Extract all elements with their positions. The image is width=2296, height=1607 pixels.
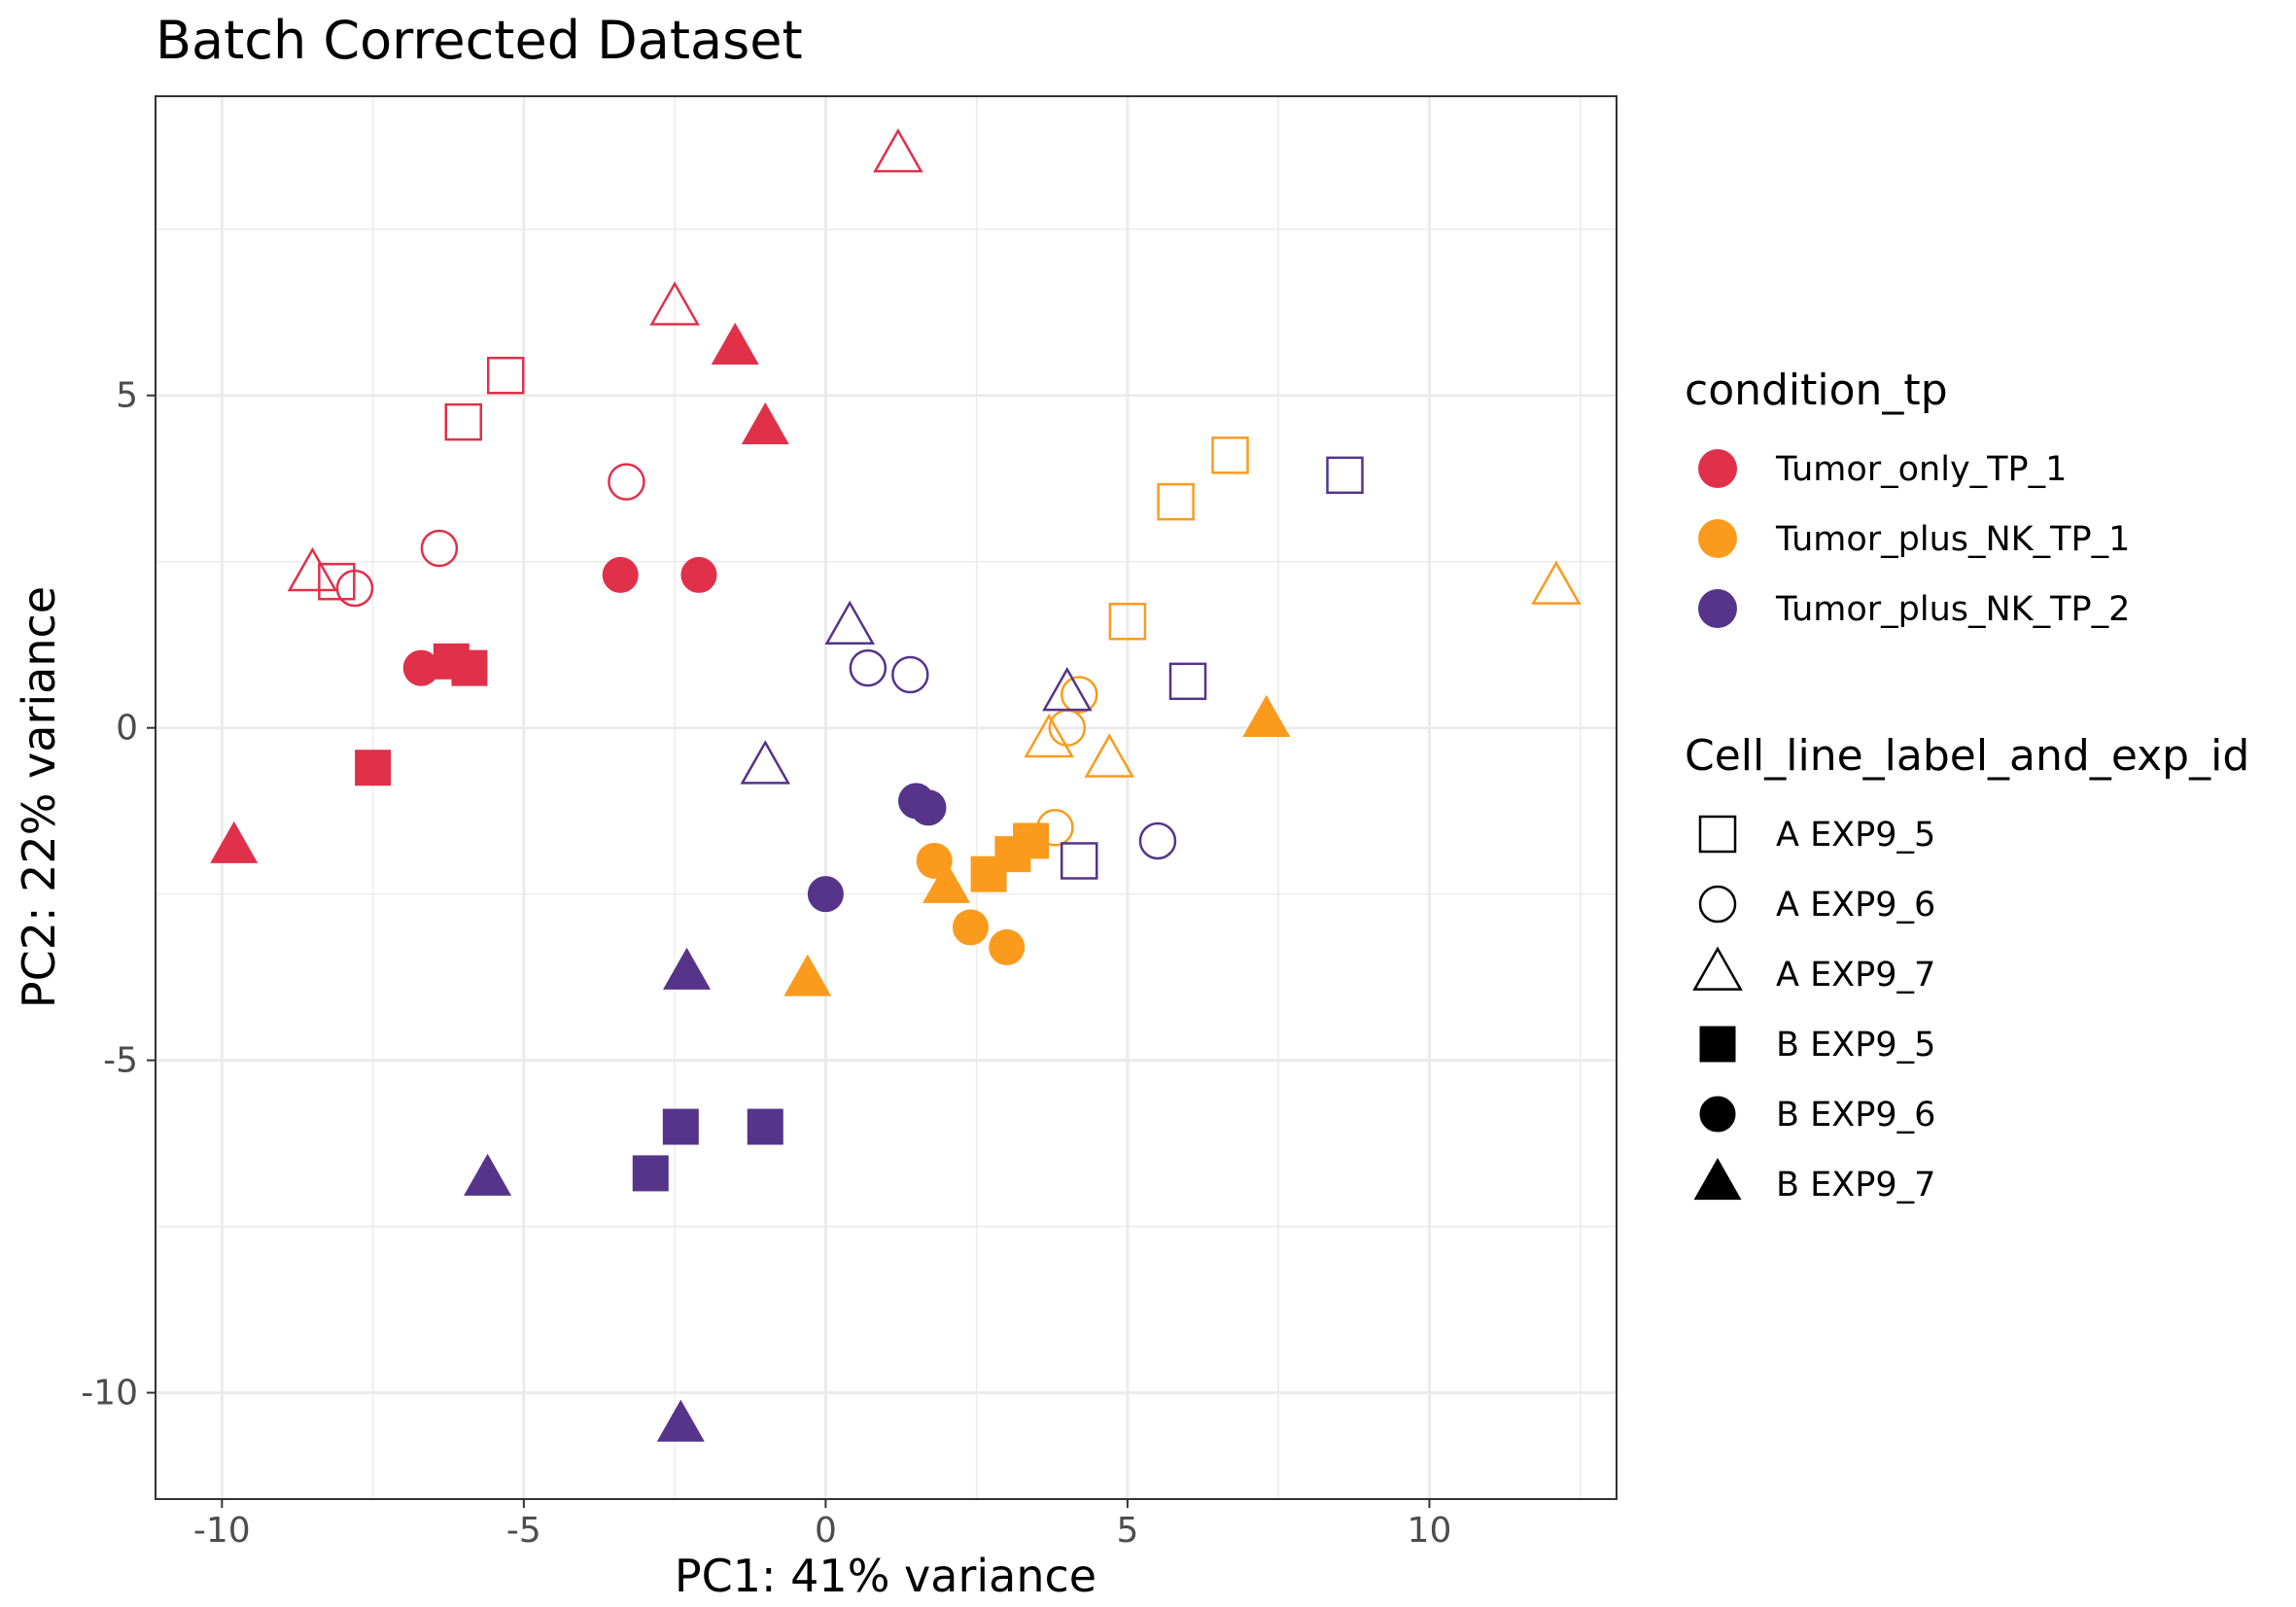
data-point-square (444, 402, 482, 441)
legend-color-swatch (1698, 519, 1737, 558)
x-axis: -10 -5 0 5 10 (193, 1499, 1451, 1551)
data-point-circle (910, 789, 947, 826)
x-tick-label: 0 (815, 1511, 837, 1551)
chart-title: Batch Corrected Dataset (156, 10, 803, 71)
legend-shape-swatch (1699, 1026, 1736, 1063)
data-point-triangle (1024, 713, 1074, 758)
y-tick-label: -10 (81, 1374, 138, 1414)
y-axis: -10 -5 0 5 (81, 376, 156, 1414)
legend-shape-swatch (1699, 1096, 1736, 1133)
legend-shape-label: A EXP9_7 (1776, 956, 1935, 995)
data-point-square (451, 649, 488, 686)
x-tick-label: -10 (193, 1511, 251, 1551)
legend-shape-swatch (1698, 885, 1737, 924)
legend-shape-swatch (1693, 1157, 1742, 1201)
plot-background (156, 96, 1617, 1499)
legend-color-label: Tumor_plus_NK_TP_1 (1775, 520, 2130, 559)
data-point-square (632, 1155, 669, 1192)
y-tick-label: 5 (116, 376, 138, 416)
color-legend: condition_tp Tumor_only_TP_1 Tumor_plus_N… (1685, 366, 2130, 629)
legend-color-label: Tumor_only_TP_1 (1775, 450, 2067, 489)
data-point-circle (952, 909, 989, 946)
data-points (210, 128, 1582, 1442)
data-point-square (747, 1108, 783, 1145)
data-point-square (1326, 456, 1364, 495)
data-point-circle (1060, 676, 1098, 714)
data-point-triangle (873, 128, 923, 173)
data-point-square (1060, 842, 1098, 880)
data-point-circle (335, 569, 374, 608)
legend-shape-label: B EXP9_6 (1776, 1096, 1935, 1135)
x-tick-label: 5 (1116, 1511, 1138, 1551)
data-point-square (662, 1108, 699, 1145)
legend-shape-swatch (1698, 815, 1737, 854)
data-point-square (1108, 603, 1147, 641)
data-point-square (1157, 482, 1195, 521)
data-point-circle (420, 529, 459, 568)
data-point-circle (602, 556, 639, 593)
data-point-circle (916, 842, 953, 879)
shape-legend-title: Cell_line_label_and_exp_id (1685, 731, 2249, 781)
y-tick-label: -5 (103, 1041, 138, 1081)
color-legend-title: condition_tp (1685, 366, 1948, 415)
data-point-triangle (711, 322, 759, 365)
grid (156, 96, 1617, 1499)
data-point-circle (989, 928, 1026, 965)
data-point-triangle (783, 954, 832, 996)
data-point-triangle (1242, 694, 1291, 737)
data-point-triangle (287, 546, 338, 592)
data-point-circle (680, 556, 717, 593)
data-point-circle (849, 648, 887, 687)
shape-legend: Cell_line_label_and_exp_id A EXP9_5 A EXP… (1685, 731, 2249, 1205)
data-point-triangle (656, 1399, 705, 1442)
data-point-triangle (1084, 733, 1135, 778)
legend-color-swatch (1698, 589, 1737, 628)
legend-shape-label: A EXP9_6 (1776, 886, 1935, 925)
legend-shape-label: B EXP9_5 (1776, 1026, 1935, 1065)
data-point-triangle (210, 821, 259, 863)
legend-color-label: Tumor_plus_NK_TP_2 (1775, 590, 2130, 629)
data-point-square (1168, 662, 1207, 701)
plot-panel-border (155, 95, 1618, 1500)
data-point-triangle (824, 600, 876, 645)
x-axis-title: PC1: 41% variance (675, 1550, 1096, 1602)
data-point-circle (807, 876, 844, 913)
legend-shape-label: A EXP9_5 (1776, 816, 1935, 855)
x-tick-label: 10 (1408, 1511, 1452, 1551)
data-point-circle (608, 463, 645, 501)
data-point-square (1211, 437, 1249, 474)
data-point-triangle (649, 281, 700, 326)
y-axis-title: PC2: 22% variance (13, 586, 65, 1008)
data-point-square (1013, 822, 1050, 859)
data-point-triangle (741, 402, 789, 445)
legend-shape-swatch (1692, 946, 1743, 991)
data-point-triangle (740, 740, 791, 785)
legend-shape-label: B EXP9_7 (1776, 1166, 1935, 1205)
y-tick-label: 0 (116, 709, 138, 749)
data-point-square (318, 562, 356, 601)
data-point-triangle (1042, 666, 1093, 712)
data-point-triangle (663, 947, 712, 990)
data-point-triangle (1531, 560, 1582, 605)
legend-color-swatch (1698, 449, 1737, 488)
data-point-circle (891, 655, 929, 694)
data-point-square (355, 750, 392, 786)
data-point-triangle (464, 1153, 512, 1196)
data-point-triangle (922, 860, 971, 903)
data-point-circle (1138, 821, 1177, 860)
data-point-square (486, 356, 525, 395)
x-tick-label: -5 (506, 1511, 541, 1551)
